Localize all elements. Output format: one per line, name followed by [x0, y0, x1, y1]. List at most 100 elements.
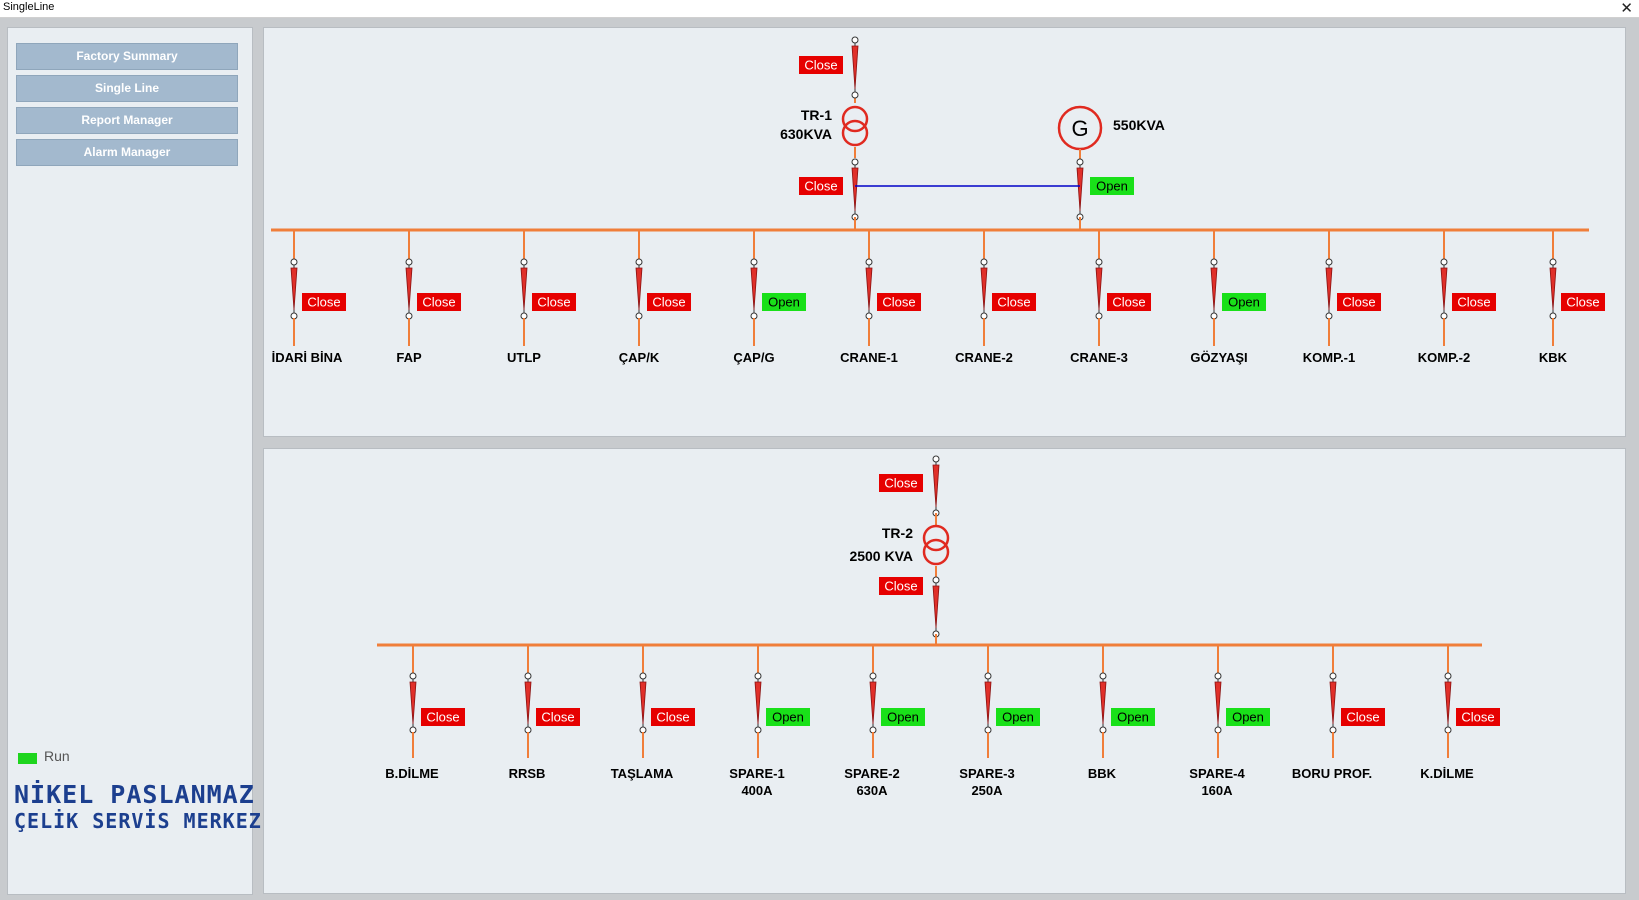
breaker-top-terminal — [1549, 258, 1557, 266]
breaker-blade — [290, 267, 298, 311]
bottom-feeder-breaker-9[interactable] — [1329, 672, 1337, 734]
single-line-panel-bottom — [263, 448, 1626, 894]
breaker-top-terminal — [869, 672, 877, 680]
breaker-bottom-terminal — [1210, 312, 1218, 320]
breaker-top-terminal — [865, 258, 873, 266]
breaker-top-terminal — [1210, 258, 1218, 266]
generator-breaker[interactable] — [1076, 158, 1084, 221]
breaker-bottom-terminal — [865, 312, 873, 320]
breaker-blade — [635, 267, 643, 311]
breaker-blade — [750, 267, 758, 311]
breaker-bottom-terminal — [754, 726, 762, 734]
alarm-manager-button[interactable]: Alarm Manager — [16, 139, 238, 166]
breaker-top-terminal — [980, 258, 988, 266]
breaker-bottom-terminal — [524, 726, 532, 734]
breaker-bottom-terminal — [409, 726, 417, 734]
breaker-bottom-terminal — [851, 91, 859, 99]
breaker-blade — [1076, 167, 1084, 212]
bottom-feeder-breaker-5[interactable] — [869, 672, 877, 734]
breaker-bottom-terminal — [1214, 726, 1222, 734]
bottom-feeder-breaker-7[interactable] — [1099, 672, 1107, 734]
breaker-blade — [405, 267, 413, 311]
feeder-breaker-10[interactable] — [1325, 258, 1333, 320]
breaker-blade — [1440, 267, 1448, 311]
breaker-bottom-terminal — [290, 312, 298, 320]
breaker-top-terminal — [1329, 672, 1337, 680]
bottom-feeder-breaker-1[interactable] — [409, 672, 417, 734]
breaker-top-terminal — [754, 672, 762, 680]
breaker-top-terminal — [1095, 258, 1103, 266]
breaker-bottom-terminal — [405, 312, 413, 320]
breaker-blade — [409, 681, 417, 725]
breaker-blade — [932, 464, 940, 508]
close-icon[interactable]: ✕ — [1620, 0, 1633, 17]
breaker-blade — [520, 267, 528, 311]
breaker-bottom-terminal — [1549, 312, 1557, 320]
breaker-top-terminal — [520, 258, 528, 266]
breaker-bottom-terminal — [635, 312, 643, 320]
feeder-breaker-9[interactable] — [1210, 258, 1218, 320]
bottom-feeder-breaker-2[interactable] — [524, 672, 532, 734]
breaker-bottom-terminal — [869, 726, 877, 734]
breaker-blade — [1210, 267, 1218, 311]
breaker-bottom-terminal — [980, 312, 988, 320]
feeder-breaker-8[interactable] — [1095, 258, 1103, 320]
breaker-blade — [754, 681, 762, 725]
bottom-feeder-breaker-4[interactable] — [754, 672, 762, 734]
breaker-blade — [984, 681, 992, 725]
breaker-top-terminal — [1076, 158, 1084, 166]
feeder-breaker-6[interactable] — [865, 258, 873, 320]
tr1-upper-breaker[interactable] — [851, 36, 859, 99]
run-status-label: Run — [44, 748, 70, 764]
single-line-button[interactable]: Single Line — [16, 75, 238, 102]
feeder-breaker-2[interactable] — [405, 258, 413, 320]
breaker-blade — [932, 585, 940, 629]
breaker-bottom-terminal — [1444, 726, 1452, 734]
breaker-blade — [1095, 267, 1103, 311]
breaker-top-terminal — [635, 258, 643, 266]
breaker-blade — [524, 681, 532, 725]
feeder-breaker-1[interactable] — [290, 258, 298, 320]
feeder-breaker-7[interactable] — [980, 258, 988, 320]
breaker-blade — [1444, 681, 1452, 725]
breaker-top-terminal — [851, 36, 859, 44]
breaker-top-terminal — [290, 258, 298, 266]
breaker-top-terminal — [750, 258, 758, 266]
breaker-top-terminal — [1214, 672, 1222, 680]
breaker-bottom-terminal — [639, 726, 647, 734]
feeder-breaker-12[interactable] — [1549, 258, 1557, 320]
title-bar: SingleLine ✕ — [0, 0, 1639, 18]
breaker-bottom-terminal — [932, 630, 940, 638]
breaker-blade — [1549, 267, 1557, 311]
tr2-upper-breaker[interactable] — [932, 455, 940, 517]
tr2-lower-breaker[interactable] — [932, 576, 940, 638]
breaker-bottom-terminal — [1076, 213, 1084, 221]
breaker-bottom-terminal — [1329, 726, 1337, 734]
bottom-feeder-breaker-8[interactable] — [1214, 672, 1222, 734]
breaker-top-terminal — [932, 455, 940, 463]
breaker-bottom-terminal — [1095, 312, 1103, 320]
feeder-breaker-5[interactable] — [750, 258, 758, 320]
feeder-breaker-3[interactable] — [520, 258, 528, 320]
breaker-top-terminal — [851, 158, 859, 166]
bottom-feeder-breaker-10[interactable] — [1444, 672, 1452, 734]
breaker-bottom-terminal — [750, 312, 758, 320]
breaker-top-terminal — [639, 672, 647, 680]
breaker-bottom-terminal — [1325, 312, 1333, 320]
breaker-top-terminal — [932, 576, 940, 584]
bottom-feeder-breaker-3[interactable] — [639, 672, 647, 734]
breaker-bottom-terminal — [932, 509, 940, 517]
breaker-top-terminal — [405, 258, 413, 266]
bottom-feeder-breaker-6[interactable] — [984, 672, 992, 734]
report-manager-button[interactable]: Report Manager — [16, 107, 238, 134]
breaker-bottom-terminal — [984, 726, 992, 734]
breaker-top-terminal — [1440, 258, 1448, 266]
breaker-blade — [865, 267, 873, 311]
breaker-blade — [980, 267, 988, 311]
breaker-top-terminal — [524, 672, 532, 680]
breaker-bottom-terminal — [520, 312, 528, 320]
breaker-blade — [869, 681, 877, 725]
factory-summary-button[interactable]: Factory Summary — [16, 43, 238, 70]
breaker-top-terminal — [1325, 258, 1333, 266]
feeder-breaker-4[interactable] — [635, 258, 643, 320]
